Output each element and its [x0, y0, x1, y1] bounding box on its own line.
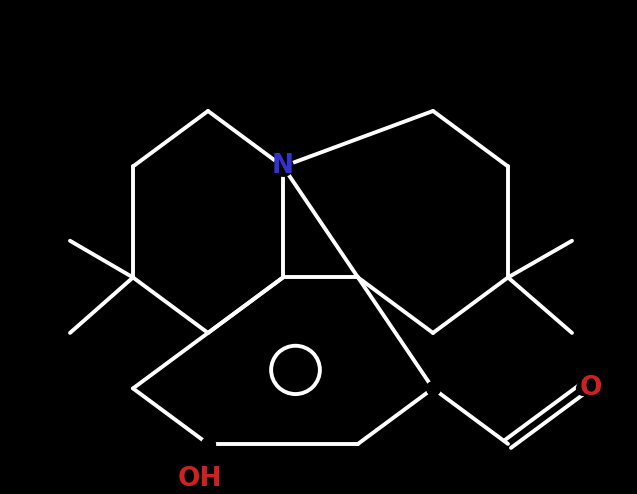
Text: N: N: [272, 154, 294, 179]
Text: O: O: [580, 375, 602, 402]
Text: OH: OH: [178, 465, 222, 492]
